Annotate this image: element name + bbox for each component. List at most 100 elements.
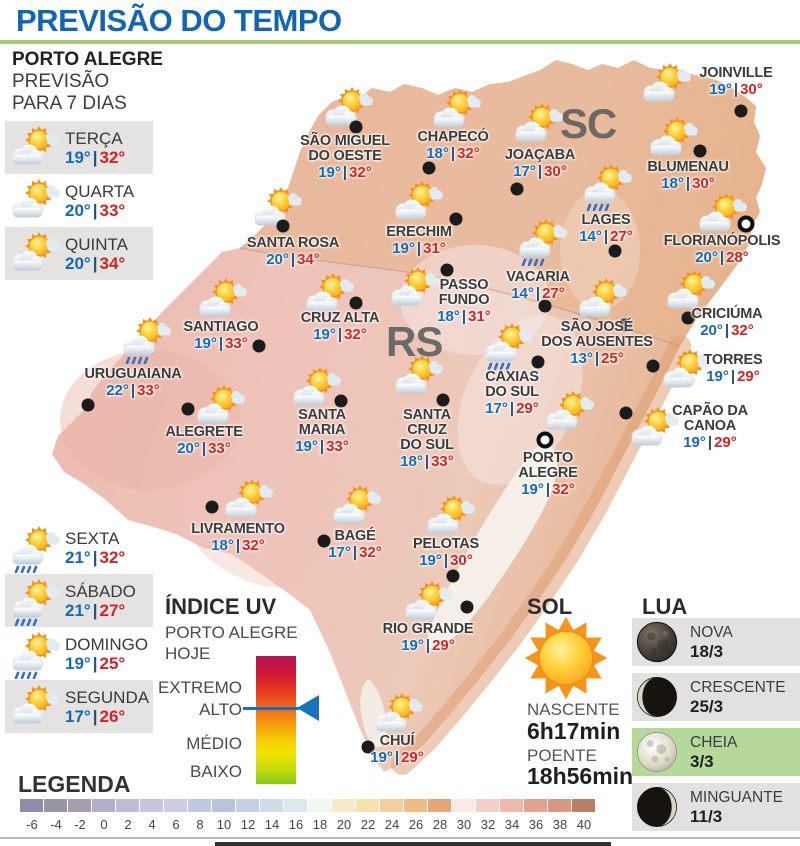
legend-color-bar [20, 799, 596, 812]
uv-level-baixo: BAIXO [190, 762, 242, 781]
city-name: PELOTAS [412, 536, 479, 552]
city-temps: 17° | 29° [485, 400, 539, 417]
city-temps: 19° | 29° [706, 368, 760, 385]
uv-arrow-triangle [297, 695, 319, 721]
legend-segment-16 [284, 799, 307, 812]
city-temps: 19° | 32° [318, 164, 372, 181]
day-name: SEXTA [65, 528, 120, 548]
state-label-rs: RS [386, 318, 443, 365]
city-marker [181, 402, 195, 416]
city-marker [276, 219, 290, 233]
day-temps: 20° | 34° [65, 253, 126, 273]
city-label: CHUÍ 19° | 29° [322, 734, 472, 767]
legend-tick: 22 [360, 817, 376, 832]
city-temps: 18° | 30° [661, 175, 715, 192]
legend-tick: 34 [504, 817, 520, 832]
legend-tick: 30 [456, 817, 472, 832]
city-name: CRICIÚMA [691, 306, 763, 322]
city-marker [618, 318, 632, 332]
city-marker [608, 244, 622, 258]
sunrise-label: NASCENTE [527, 700, 620, 719]
city-name: CANOA [683, 418, 737, 434]
day-temps: 17° | 26° [65, 706, 126, 726]
sun-cloud-rain-icon [514, 216, 568, 266]
day-text: SÁBADO 21° | 27° [65, 582, 136, 620]
city-marker [693, 144, 707, 158]
legend-segment-2 [116, 799, 139, 812]
sun-cloud-icon [645, 114, 699, 164]
legend-tick: 4 [148, 817, 156, 832]
moon-crescente-icon [636, 676, 678, 718]
city-label: CAPÃO DA CANOA 19° | 29° [635, 404, 785, 452]
city-name: SANTA ROSA [246, 235, 340, 251]
city-temps: 20° | 28° [695, 249, 749, 266]
city-label: JOAÇABA 17° | 30° [465, 148, 615, 181]
day-text: SEXTA 21° | 32° [65, 529, 125, 567]
day-temps: 20° | 33° [65, 200, 126, 220]
city-name: ALEGRETE [165, 424, 243, 440]
bottom-divider [0, 837, 800, 839]
uv-level-alto: ALTO [199, 700, 242, 719]
moon-phase-row: CRESCENTE 25/3 [632, 673, 800, 721]
legend-tick: 40 [576, 817, 592, 832]
sun-cloud-icon [390, 178, 444, 228]
uv-scale-bar [256, 656, 296, 784]
city-label: ALEGRETE 20° | 33° [129, 425, 279, 458]
city-marker [317, 534, 331, 548]
sun-cloud-rain-icon [7, 629, 61, 679]
legend-tick: 14 [264, 817, 280, 832]
legend-segment-34 [500, 799, 523, 812]
city-marker [349, 296, 363, 310]
uv-level-medio: MÉDIO [186, 734, 242, 753]
day-text: DOMINGO 19° | 25° [65, 635, 148, 673]
city-temps: 20° | 32° [700, 322, 754, 339]
moon-phase-date: 18/3 [690, 641, 724, 661]
city-name: DO OESTE [308, 148, 382, 164]
legend-tick: 16 [288, 817, 304, 832]
city-name: BAGÉ [334, 528, 376, 544]
city-name: SANTA [298, 407, 346, 423]
moon-phase-text: MINGUANTE 11/3 [690, 789, 783, 826]
city-marker [646, 359, 660, 373]
city-marker [531, 355, 545, 369]
city-temps: 18° | 33° [400, 453, 454, 470]
moon-phase-row: NOVA 18/3 [632, 618, 800, 666]
city-temps: 19° | 33° [295, 438, 349, 455]
uv-title: ÍNDICE UV [165, 594, 277, 619]
city-name: FLORIANÓPOLIS [663, 233, 781, 249]
city-marker [349, 120, 363, 134]
day-temps: 19° | 25° [65, 653, 126, 673]
sun-cloud-rain-icon [7, 576, 61, 626]
legend-segment-6 [164, 799, 187, 812]
legend-tick: -4 [50, 817, 62, 832]
city-marker [334, 394, 348, 408]
city-label: CHAPECÓ 18° | 32° [378, 130, 528, 163]
city-temps: 18° | 31° [437, 308, 491, 325]
moon-phase-text: NOVA 18/3 [690, 624, 733, 661]
legend-tick: 24 [384, 817, 400, 832]
city-label: CRICIÚMA 20° | 32° [652, 307, 800, 340]
city-label: BLUMENAU 18° | 30° [613, 160, 763, 193]
city-label: ERECHIM 19° | 31° [344, 225, 494, 258]
sun-cloud-icon [194, 275, 248, 325]
city-marker [81, 398, 95, 412]
city-label: SANTIAGO 19° | 33° [146, 320, 296, 353]
forecast-day-row: TERÇA 19° | 32° [5, 121, 153, 174]
legend-segment-8 [188, 799, 211, 812]
legend-tick: 2 [124, 817, 132, 832]
legend-segment--6 [20, 799, 43, 812]
legend-segment-10 [212, 799, 235, 812]
city-name: CRUZ ALTA [300, 310, 380, 326]
moon-phase-text: CRESCENTE 25/3 [690, 679, 786, 716]
city-label: FLORIANÓPOLIS 20° | 28° [647, 234, 797, 267]
city-label: PELOTAS 19° | 30° [371, 537, 521, 570]
city-temps: 19° | 29° [683, 434, 737, 451]
moon-nova-icon [636, 621, 678, 663]
city-name: JOAÇABA [504, 147, 576, 163]
city-temps: 17° | 32° [328, 544, 382, 561]
day-text: TERÇA 19° | 32° [65, 129, 125, 167]
city-label: SANTA MARIA 19° | 33° [247, 408, 397, 456]
city-name: SÃO MIGUEL [300, 133, 390, 149]
sunset-time: 18h56min [527, 763, 634, 789]
